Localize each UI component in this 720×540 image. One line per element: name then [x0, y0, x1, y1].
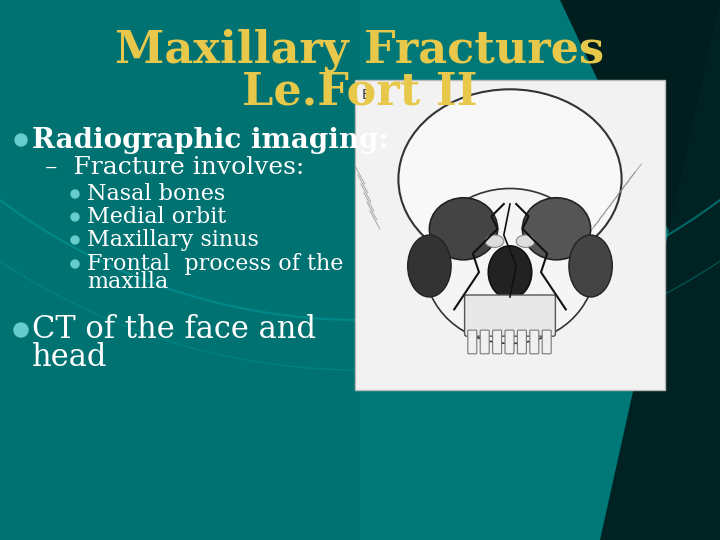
FancyBboxPatch shape	[518, 330, 526, 354]
Text: CT of the face and: CT of the face and	[32, 314, 316, 346]
Text: –  Fracture involves:: – Fracture involves:	[45, 157, 305, 179]
FancyBboxPatch shape	[464, 295, 555, 336]
Text: maxilla: maxilla	[87, 271, 168, 293]
Circle shape	[14, 323, 28, 337]
Text: Frontal  process of the: Frontal process of the	[87, 253, 343, 275]
Polygon shape	[560, 0, 720, 340]
FancyBboxPatch shape	[355, 80, 665, 390]
Circle shape	[71, 190, 79, 198]
Ellipse shape	[523, 198, 590, 260]
FancyBboxPatch shape	[530, 330, 539, 354]
Ellipse shape	[516, 235, 535, 247]
Polygon shape	[600, 0, 720, 540]
FancyBboxPatch shape	[492, 330, 502, 354]
Circle shape	[71, 236, 79, 244]
Ellipse shape	[425, 188, 595, 343]
Circle shape	[15, 134, 27, 146]
Ellipse shape	[485, 235, 504, 247]
Ellipse shape	[569, 235, 612, 297]
Text: Maxillary Fractures: Maxillary Fractures	[115, 28, 605, 72]
Text: B: B	[362, 88, 372, 102]
Text: head: head	[32, 341, 107, 373]
Text: Maxillary sinus: Maxillary sinus	[87, 229, 259, 251]
Ellipse shape	[429, 198, 498, 260]
Text: Radiographic imaging:: Radiographic imaging:	[32, 126, 389, 153]
FancyBboxPatch shape	[505, 330, 514, 354]
Polygon shape	[0, 0, 360, 540]
FancyBboxPatch shape	[468, 330, 477, 354]
Circle shape	[71, 213, 79, 221]
Ellipse shape	[398, 89, 621, 269]
Text: Medial orbit: Medial orbit	[87, 206, 226, 228]
Ellipse shape	[408, 235, 451, 297]
FancyBboxPatch shape	[480, 330, 489, 354]
Circle shape	[71, 260, 79, 268]
FancyBboxPatch shape	[542, 330, 552, 354]
Text: Le.Fort II: Le.Fort II	[242, 71, 478, 113]
Ellipse shape	[488, 246, 531, 299]
Text: Nasal bones: Nasal bones	[87, 183, 225, 205]
